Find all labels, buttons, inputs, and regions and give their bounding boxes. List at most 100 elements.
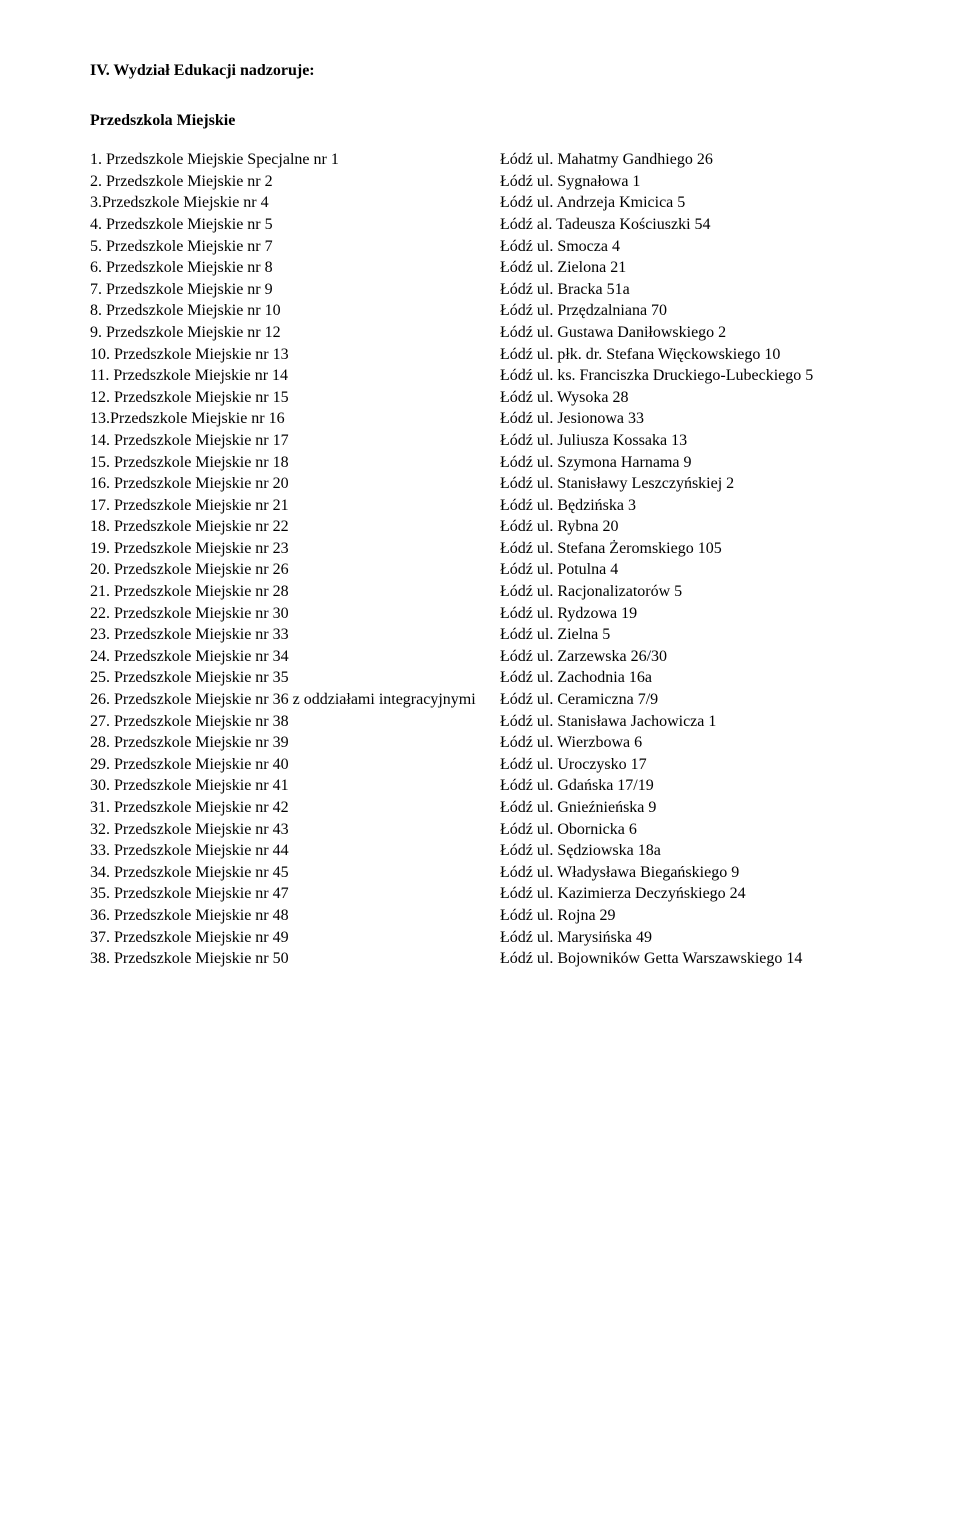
list-row: 26. Przedszkole Miejskie nr 36 z oddział… [90,689,900,711]
institution-address: Łódź ul. Sędziowska 18a [500,840,900,862]
list-row: 17. Przedszkole Miejskie nr 21Łódź ul. B… [90,495,900,517]
institution-name: 8. Przedszkole Miejskie nr 10 [90,300,500,322]
institution-name: 33. Przedszkole Miejskie nr 44 [90,840,500,862]
list-row: 9. Przedszkole Miejskie nr 12Łódź ul. Gu… [90,322,900,344]
institution-name: 36. Przedszkole Miejskie nr 48 [90,905,500,927]
institution-name: 16. Przedszkole Miejskie nr 20 [90,473,500,495]
institution-name: 15. Przedszkole Miejskie nr 18 [90,452,500,474]
institution-name: 24. Przedszkole Miejskie nr 34 [90,646,500,668]
institution-name: 37. Przedszkole Miejskie nr 49 [90,927,500,949]
institution-name: 21. Przedszkole Miejskie nr 28 [90,581,500,603]
list-row: 6. Przedszkole Miejskie nr 8Łódź ul. Zie… [90,257,900,279]
institution-name: 30. Przedszkole Miejskie nr 41 [90,775,500,797]
list-row: 35. Przedszkole Miejskie nr 47Łódź ul. K… [90,883,900,905]
list-row: 37. Przedszkole Miejskie nr 49Łódź ul. M… [90,927,900,949]
institution-list: 1. Przedszkole Miejskie Specjalne nr 1Łó… [90,149,900,970]
list-row: 19. Przedszkole Miejskie nr 23Łódź ul. S… [90,538,900,560]
institution-address: Łódź ul. Zielna 5 [500,624,900,646]
institution-name: 14. Przedszkole Miejskie nr 17 [90,430,500,452]
sub-heading: Przedszkola Miejskie [90,110,900,132]
institution-name: 26. Przedszkole Miejskie nr 36 z oddział… [90,689,500,711]
institution-address: Łódź ul. Stanisława Jachowicza 1 [500,711,900,733]
institution-address: Łódź ul. Racjonalizatorów 5 [500,581,900,603]
institution-name: 19. Przedszkole Miejskie nr 23 [90,538,500,560]
institution-address: Łódź ul. Bojowników Getta Warszawskiego … [500,948,900,970]
institution-address: Łódź ul. Jesionowa 33 [500,408,900,430]
institution-name: 35. Przedszkole Miejskie nr 47 [90,883,500,905]
list-row: 2. Przedszkole Miejskie nr 2Łódź ul. Syg… [90,171,900,193]
institution-name: 27. Przedszkole Miejskie nr 38 [90,711,500,733]
institution-name: 6. Przedszkole Miejskie nr 8 [90,257,500,279]
institution-name: 38. Przedszkole Miejskie nr 50 [90,948,500,970]
list-row: 18. Przedszkole Miejskie nr 22Łódź ul. R… [90,516,900,538]
institution-name: 5. Przedszkole Miejskie nr 7 [90,236,500,258]
list-row: 5. Przedszkole Miejskie nr 7Łódź ul. Smo… [90,236,900,258]
institution-address: Łódź ul. Rydzowa 19 [500,603,900,625]
institution-address: Łódź ul. Zielona 21 [500,257,900,279]
institution-address: Łódź ul. Juliusza Kossaka 13 [500,430,900,452]
list-row: 27. Przedszkole Miejskie nr 38Łódź ul. S… [90,711,900,733]
list-row: 13.Przedszkole Miejskie nr 16Łódź ul. Je… [90,408,900,430]
list-row: 22. Przedszkole Miejskie nr 30Łódź ul. R… [90,603,900,625]
institution-name: 3.Przedszkole Miejskie nr 4 [90,192,500,214]
list-row: 29. Przedszkole Miejskie nr 40Łódź ul. U… [90,754,900,776]
institution-name: 22. Przedszkole Miejskie nr 30 [90,603,500,625]
institution-name: 23. Przedszkole Miejskie nr 33 [90,624,500,646]
institution-address: Łódź ul. Potulna 4 [500,559,900,581]
list-row: 31. Przedszkole Miejskie nr 42Łódź ul. G… [90,797,900,819]
institution-address: Łódź ul. Rojna 29 [500,905,900,927]
institution-address: Łódź ul. Będzińska 3 [500,495,900,517]
institution-name: 20. Przedszkole Miejskie nr 26 [90,559,500,581]
institution-address: Łódź ul. Szymona Harnama 9 [500,452,900,474]
list-row: 14. Przedszkole Miejskie nr 17Łódź ul. J… [90,430,900,452]
institution-address: Łódź ul. ks. Franciszka Druckiego-Lubeck… [500,365,900,387]
list-row: 24. Przedszkole Miejskie nr 34Łódź ul. Z… [90,646,900,668]
institution-name: 12. Przedszkole Miejskie nr 15 [90,387,500,409]
list-row: 15. Przedszkole Miejskie nr 18Łódź ul. S… [90,452,900,474]
institution-name: 28. Przedszkole Miejskie nr 39 [90,732,500,754]
institution-address: Łódź ul. Stefana Żeromskiego 105 [500,538,900,560]
institution-address: Łódź ul. Obornicka 6 [500,819,900,841]
institution-address: Łódź ul. Rybna 20 [500,516,900,538]
institution-name: 7. Przedszkole Miejskie nr 9 [90,279,500,301]
list-row: 3.Przedszkole Miejskie nr 4Łódź ul. Andr… [90,192,900,214]
institution-address: Łódź ul. Zachodnia 16a [500,667,900,689]
institution-name: 13.Przedszkole Miejskie nr 16 [90,408,500,430]
institution-name: 17. Przedszkole Miejskie nr 21 [90,495,500,517]
institution-address: Łódź ul. Smocza 4 [500,236,900,258]
list-row: 34. Przedszkole Miejskie nr 45Łódź ul. W… [90,862,900,884]
institution-name: 10. Przedszkole Miejskie nr 13 [90,344,500,366]
list-row: 16. Przedszkole Miejskie nr 20Łódź ul. S… [90,473,900,495]
list-row: 23. Przedszkole Miejskie nr 33Łódź ul. Z… [90,624,900,646]
institution-address: Łódź ul. Zarzewska 26/30 [500,646,900,668]
institution-address: Łódź ul. Sygnałowa 1 [500,171,900,193]
list-row: 25. Przedszkole Miejskie nr 35Łódź ul. Z… [90,667,900,689]
list-row: 10. Przedszkole Miejskie nr 13Łódź ul. p… [90,344,900,366]
institution-address: Łódź ul. Andrzeja Kmicica 5 [500,192,900,214]
institution-name: 31. Przedszkole Miejskie nr 42 [90,797,500,819]
institution-name: 1. Przedszkole Miejskie Specjalne nr 1 [90,149,500,171]
section-heading: IV. Wydział Edukacji nadzoruje: [90,60,900,82]
institution-address: Łódź ul. Ceramiczna 7/9 [500,689,900,711]
institution-address: Łódź ul. Gnieźnieńska 9 [500,797,900,819]
institution-address: Łódź ul. Kazimierza Deczyńskiego 24 [500,883,900,905]
institution-address: Łódź ul. Gustawa Daniłowskiego 2 [500,322,900,344]
institution-address: Łódź ul. Gdańska 17/19 [500,775,900,797]
institution-name: 18. Przedszkole Miejskie nr 22 [90,516,500,538]
list-row: 4. Przedszkole Miejskie nr 5Łódź al. Tad… [90,214,900,236]
institution-name: 34. Przedszkole Miejskie nr 45 [90,862,500,884]
institution-name: 4. Przedszkole Miejskie nr 5 [90,214,500,236]
institution-address: Łódź ul. Uroczysko 17 [500,754,900,776]
list-row: 21. Przedszkole Miejskie nr 28Łódź ul. R… [90,581,900,603]
institution-address: Łódź al. Tadeusza Kościuszki 54 [500,214,900,236]
list-row: 11. Przedszkole Miejskie nr 14Łódź ul. k… [90,365,900,387]
institution-name: 25. Przedszkole Miejskie nr 35 [90,667,500,689]
institution-address: Łódź ul. Stanisławy Leszczyńskiej 2 [500,473,900,495]
list-row: 30. Przedszkole Miejskie nr 41Łódź ul. G… [90,775,900,797]
institution-name: 2. Przedszkole Miejskie nr 2 [90,171,500,193]
list-row: 32. Przedszkole Miejskie nr 43Łódź ul. O… [90,819,900,841]
list-row: 28. Przedszkole Miejskie nr 39Łódź ul. W… [90,732,900,754]
institution-address: Łódź ul. Marysińska 49 [500,927,900,949]
list-row: 12. Przedszkole Miejskie nr 15Łódź ul. W… [90,387,900,409]
list-row: 38. Przedszkole Miejskie nr 50Łódź ul. B… [90,948,900,970]
